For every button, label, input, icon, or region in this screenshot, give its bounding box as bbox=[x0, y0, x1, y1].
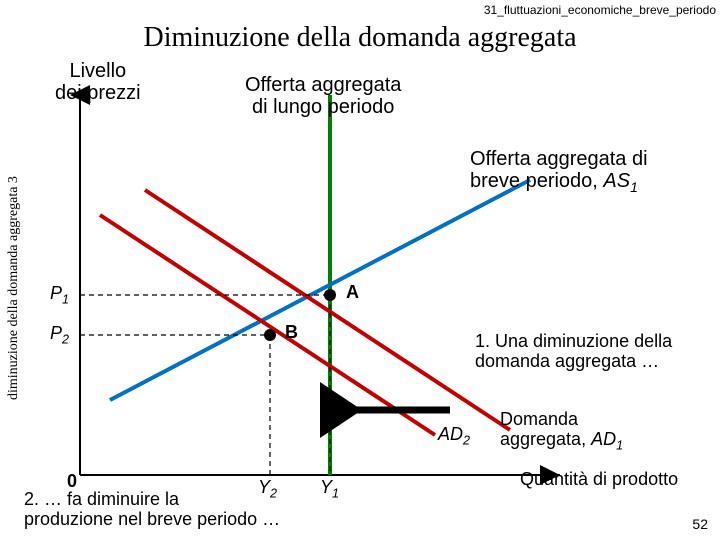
y-axis-title-l2: dei prezzi bbox=[55, 82, 141, 104]
annotation-1-l2: domanda aggregata … bbox=[475, 352, 672, 372]
lras-label-l2: di lungo periodo bbox=[245, 96, 401, 118]
y1-label: Y1 bbox=[320, 478, 339, 501]
ad1-line bbox=[145, 190, 510, 430]
annotation-2-l1: 2. … fa diminuire la bbox=[24, 490, 280, 510]
lras-label: Offerta aggregata di lungo periodo bbox=[245, 74, 401, 118]
annotation-1: 1. Una diminuzione della domanda aggrega… bbox=[475, 332, 672, 372]
lras-label-l1: Offerta aggregata bbox=[245, 74, 401, 96]
ad1-label: Domanda aggregata, AD1 bbox=[500, 410, 623, 453]
ad2-line bbox=[100, 215, 435, 435]
sras-line bbox=[110, 180, 530, 400]
y-axis-title-l1: Livello bbox=[55, 60, 141, 82]
annotation-2-l2: produzione nel breve periodo … bbox=[24, 510, 280, 530]
x-axis-title: Quantità di prodotto bbox=[520, 470, 678, 490]
ad2-label: AD2 bbox=[438, 425, 470, 448]
point-a-label: A bbox=[346, 283, 359, 303]
annotation-1-l1: 1. Una diminuzione della bbox=[475, 332, 672, 352]
slide-number: 52 bbox=[692, 516, 708, 532]
ad1-label-l1: Domanda bbox=[500, 410, 623, 430]
point-b-label: B bbox=[285, 323, 298, 343]
y-axis-title: Livello dei prezzi bbox=[55, 60, 141, 104]
p2-label: P2 bbox=[50, 324, 69, 347]
point-a bbox=[324, 289, 336, 301]
sras-label-l1: Offerta aggregata di bbox=[470, 148, 648, 170]
sras-label: Offerta aggregata di breve periodo, AS1 bbox=[470, 148, 648, 195]
annotation-2: 2. … fa diminuire la produzione nel brev… bbox=[24, 490, 280, 530]
sras-label-l2: breve periodo, AS1 bbox=[470, 170, 648, 195]
point-b bbox=[264, 329, 276, 341]
ad1-label-l2: aggregata, AD1 bbox=[500, 430, 623, 453]
p1-label: P1 bbox=[50, 284, 69, 307]
